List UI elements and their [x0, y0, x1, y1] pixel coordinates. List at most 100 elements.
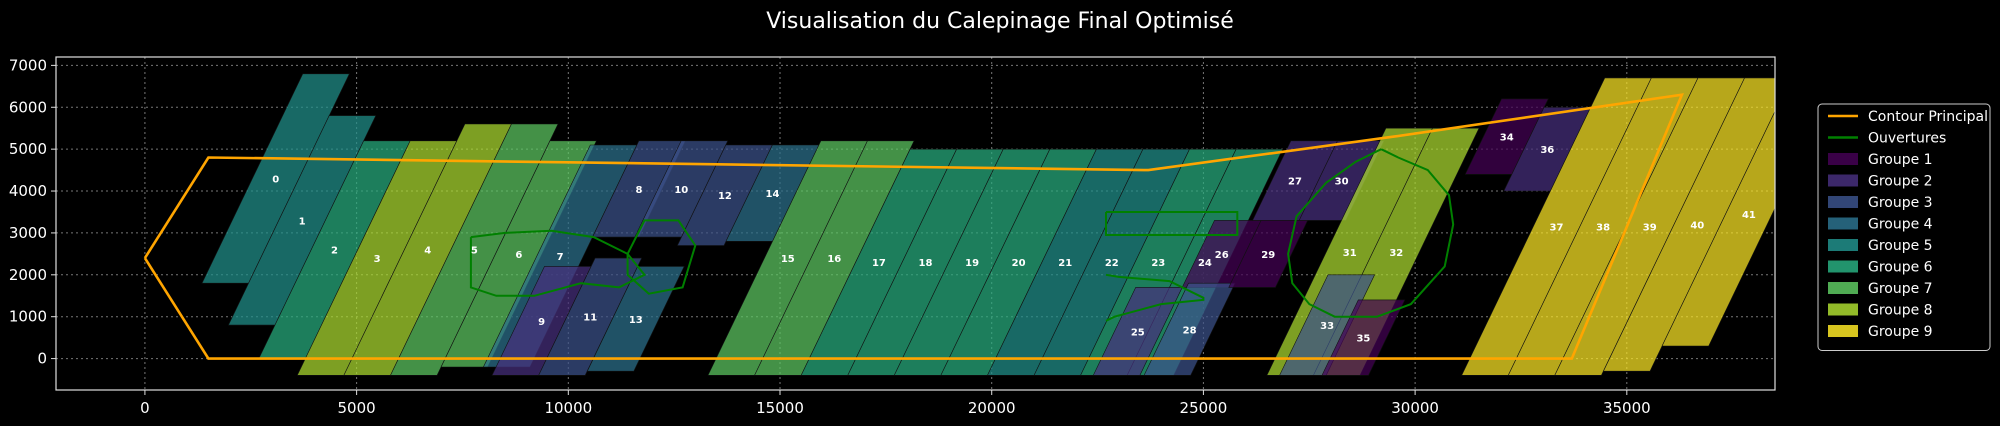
panel-label-1: 1: [299, 216, 306, 227]
panel-5: [390, 123, 559, 376]
panel-label-25: 25: [1131, 327, 1145, 338]
panel-label-19: 19: [965, 258, 979, 269]
panel-41: [1661, 110, 1775, 347]
legend-label: Groupe 9: [1868, 324, 1933, 340]
panel-label-36: 36: [1540, 145, 1554, 156]
panel-label-38: 38: [1596, 223, 1610, 234]
x-tick-label: 10000: [544, 399, 592, 417]
x-tick-label: 0: [140, 399, 150, 417]
opening-4: [1105, 273, 1205, 322]
panel-label-13: 13: [629, 315, 643, 326]
panel-label-37: 37: [1550, 223, 1564, 234]
x-tick-label: 30000: [1391, 399, 1439, 417]
panel-6: [440, 140, 597, 368]
legend-label: Groupe 7: [1868, 281, 1933, 297]
panels: [201, 73, 1775, 376]
y-tick-label: 0: [37, 350, 47, 368]
panel-40: [1602, 77, 1775, 372]
plot-frame: [55, 56, 1776, 391]
opening-5: [1287, 148, 1455, 318]
panel-label-12: 12: [718, 191, 732, 202]
legend-label: Groupe 2: [1868, 174, 1933, 190]
panel-0: [201, 73, 350, 284]
ticks: 0 5000 10000 15000 20000 25000 30000 3500001000…: [9, 56, 1651, 417]
legend-patch-swatch: [1828, 217, 1858, 230]
legend-label: Groupe 8: [1868, 303, 1933, 319]
panel-label-8: 8: [636, 185, 643, 196]
x-tick-label: 5000: [338, 399, 376, 417]
legend-patch-swatch: [1828, 282, 1858, 294]
legend-patch-swatch: [1828, 303, 1858, 316]
panel-label-28: 28: [1183, 325, 1197, 336]
panel-label-23: 23: [1151, 258, 1165, 269]
legend-label: Groupe 5: [1868, 238, 1933, 254]
panel-label-0: 0: [272, 175, 279, 186]
chart-title: Visualisation du Calepinage Final Optimi…: [766, 9, 1234, 34]
panel-label-34: 34: [1500, 133, 1514, 144]
panel-label-31: 31: [1343, 248, 1357, 259]
panel-label-24: 24: [1198, 258, 1212, 269]
panel-label-15: 15: [781, 254, 795, 265]
panel-label-14: 14: [766, 189, 780, 200]
y-tick-label: 7000: [9, 56, 47, 74]
panel-label-7: 7: [557, 252, 564, 263]
panel-label-27: 27: [1288, 177, 1302, 188]
x-tick-label: 15000: [756, 399, 804, 417]
legend-label: Ouvertures: [1868, 131, 1946, 147]
panel-label-11: 11: [583, 313, 597, 324]
panel-label-29: 29: [1261, 250, 1275, 261]
panel-label-10: 10: [674, 185, 688, 196]
panel-label-21: 21: [1058, 258, 1072, 269]
panel-label-35: 35: [1356, 334, 1370, 345]
legend-label: Contour Principal: [1868, 109, 1988, 125]
panel-label-9: 9: [538, 317, 545, 328]
y-tick-label: 5000: [9, 140, 47, 158]
legend-patch-swatch: [1828, 196, 1858, 208]
panel-label-26: 26: [1215, 250, 1229, 261]
panel-label-2: 2: [331, 246, 338, 257]
x-tick-label: 20000: [968, 399, 1016, 417]
opening-2: [626, 219, 697, 295]
main-contour: [143, 93, 1684, 360]
legend-patch-swatch: [1828, 153, 1858, 165]
x-tick-label: 35000: [1603, 399, 1651, 417]
panel-label-3: 3: [374, 254, 381, 265]
x-tick-label: 25000: [1180, 399, 1228, 417]
panel-label-40: 40: [1690, 221, 1704, 232]
legend-label: Groupe 6: [1868, 260, 1933, 276]
opening-3: [1105, 211, 1239, 236]
legend-patch-swatch: [1828, 239, 1858, 251]
panel-16: [754, 140, 915, 376]
opening-1: [469, 229, 647, 297]
legend-patch-swatch: [1828, 260, 1858, 273]
panel-label-20: 20: [1012, 258, 1026, 269]
legend-patch-swatch: [1828, 325, 1858, 337]
panel-label-6: 6: [515, 250, 522, 261]
legend-patch-swatch: [1828, 174, 1858, 187]
y-tick-label: 2000: [9, 266, 47, 284]
panel-label-30: 30: [1335, 177, 1349, 188]
legend: Contour Principal Ouvertures Groupe 1 Group…: [1817, 103, 1991, 351]
panel-35: [1321, 299, 1406, 376]
panel-label-17: 17: [872, 258, 886, 269]
legend-box: [1817, 103, 1991, 351]
panel-label-18: 18: [919, 258, 933, 269]
panel-label-33: 33: [1320, 321, 1334, 332]
panel-33: [1279, 274, 1376, 376]
y-tick-label: 3000: [9, 224, 47, 242]
panel-label-4: 4: [424, 246, 431, 257]
panel-label-32: 32: [1389, 248, 1403, 259]
panel-label-16: 16: [827, 254, 841, 265]
panel-label-39: 39: [1643, 223, 1657, 234]
y-tick-label: 6000: [9, 98, 47, 116]
panel-1: [227, 115, 377, 326]
panel-label-5: 5: [471, 246, 478, 257]
y-tick-label: 4000: [9, 182, 47, 200]
y-tick-label: 1000: [9, 308, 47, 326]
panel-label-41: 41: [1742, 210, 1756, 221]
legend-label: Groupe 3: [1868, 195, 1933, 211]
legend-label: Groupe 1: [1868, 152, 1933, 168]
legend-label: Groupe 4: [1868, 217, 1933, 233]
